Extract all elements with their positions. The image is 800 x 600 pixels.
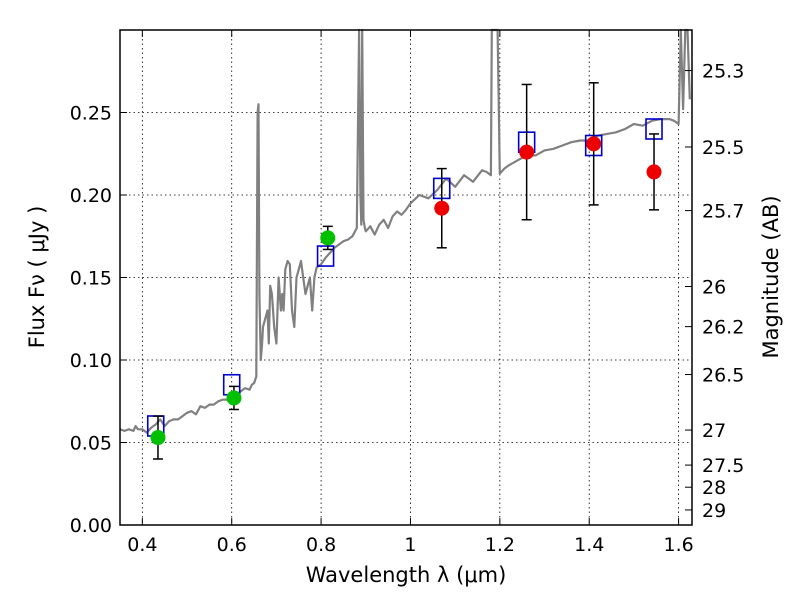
photometry-point	[226, 390, 242, 406]
x-tick-label: 0.6	[217, 534, 247, 556]
right-tick-label: 29	[702, 500, 726, 522]
y-tick-label: 0.20	[70, 185, 112, 207]
right-axis-label: Magnitude (AB)	[759, 195, 783, 358]
y-tick-label: 0.25	[70, 103, 112, 125]
right-tick-label: 26.5	[702, 365, 744, 387]
x-tick-label: 1.2	[485, 534, 515, 556]
photometry-point	[320, 230, 336, 246]
y-axis-label: Flux Fν ( μJy )	[25, 206, 49, 349]
x-tick-label: 1.4	[574, 534, 604, 556]
photometry-point	[150, 430, 166, 446]
photometry-point	[434, 200, 450, 216]
right-tick-label: 26	[702, 277, 726, 299]
y-tick-label: 0.15	[70, 268, 112, 290]
x-tick-label: 0.8	[306, 534, 336, 556]
model-spectrum-line	[119, 28, 691, 434]
y-tick-label: 0.05	[70, 433, 112, 455]
right-tick-label: 27	[702, 420, 726, 442]
x-tick-label: 1.6	[663, 534, 693, 556]
x-tick-label: 1	[404, 534, 416, 556]
right-tick-label: 25.5	[702, 137, 744, 159]
right-tick-label: 25.3	[702, 61, 744, 83]
photometry-point	[646, 164, 662, 180]
right-tick-label: 26.2	[702, 317, 744, 339]
right-tick-label: 25.7	[702, 201, 744, 223]
photometry-point	[519, 144, 535, 160]
photometry-markers	[146, 82, 663, 460]
right-tick-label: 28	[702, 477, 726, 499]
grid-lines	[120, 30, 692, 525]
model-photometry-square	[316, 245, 335, 267]
y-tick-label: 0.10	[70, 350, 112, 372]
model-spectrum	[119, 28, 691, 434]
y-tick-label: 0.00	[70, 515, 112, 537]
photometry-point	[586, 136, 602, 152]
x-tick-label: 0.4	[127, 534, 157, 556]
axis-ticks: 0.4 0.6 0.8 1 1.2 1.4 1.6 0.00 0.05 0.10 0.15 0.20 0…	[70, 30, 744, 556]
right-tick-label: 27.5	[702, 455, 744, 477]
x-axis-label: Wavelength λ (μm)	[306, 563, 507, 587]
